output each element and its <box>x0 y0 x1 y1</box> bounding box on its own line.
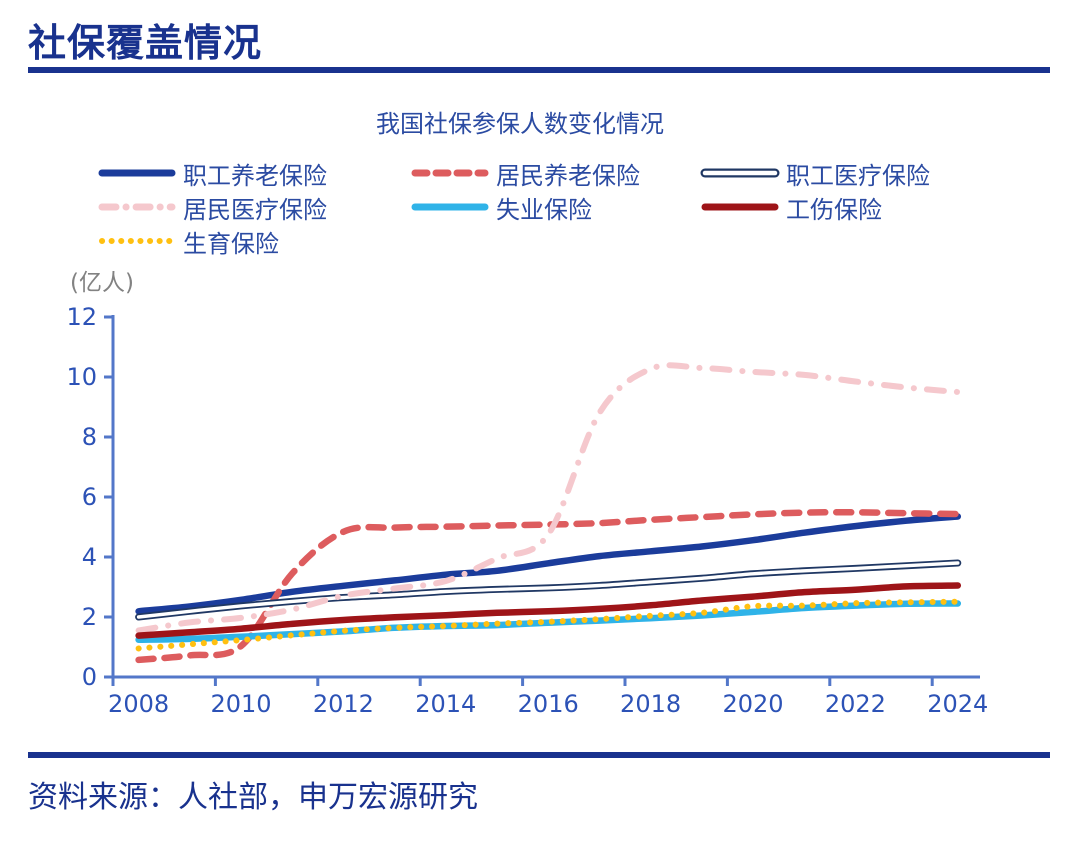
legend-item-2: 职工医疗保险 <box>700 156 997 191</box>
x-tick-label: 2022 <box>825 690 886 718</box>
y-tick-label: 4 <box>82 543 97 571</box>
legend-label-2: 职工医疗保险 <box>786 161 930 190</box>
legend-swatch-icon-0 <box>98 169 176 177</box>
y-tick-label: 12 <box>66 303 97 331</box>
x-tick-label: 2018 <box>620 690 681 718</box>
legend-label-3: 居民医疗保险 <box>183 195 327 224</box>
series-line-2-core <box>136 561 960 619</box>
legend-label-1: 居民养老保险 <box>496 161 640 190</box>
y-tick-label: 10 <box>66 363 97 391</box>
legend-label-5: 工伤保险 <box>786 195 882 224</box>
line-chart: 0 2 4 6 8 10 12 2008 2010 2012 2014 2016 2018 2020 202… <box>66 303 988 718</box>
chart-legend: 职工养老保险 居民养老保险 职工医疗保险居民医疗保险 失业保险 工伤保险生育保险 <box>97 156 997 258</box>
legend-swatch-icon-6 <box>99 238 175 244</box>
title-divider <box>28 67 1050 73</box>
legend-swatch-icon-5 <box>701 203 779 211</box>
series-line-5 <box>135 582 962 639</box>
legend-item-0: 职工养老保险 <box>97 156 410 191</box>
x-tick-label: 2012 <box>313 690 374 718</box>
x-tick-label: 2014 <box>415 690 476 718</box>
y-tick-label: 2 <box>82 603 97 631</box>
series-line-6 <box>135 598 961 652</box>
y-axis-unit-label: (亿人) <box>70 270 134 296</box>
legend-item-6: 生育保险 <box>97 224 410 259</box>
legend-item-1: 居民养老保险 <box>410 156 700 191</box>
x-tick-label: 2008 <box>108 690 169 718</box>
x-tick-label: 2024 <box>927 690 988 718</box>
y-tick-label: 8 <box>82 423 97 451</box>
y-tick-label: 6 <box>82 483 97 511</box>
footer-divider <box>28 752 1050 758</box>
source-note: 资料来源：人社部，申万宏源研究 <box>28 780 478 815</box>
legend-swatch-icon-2 <box>700 168 780 178</box>
legend-swatch-icon-4 <box>411 203 489 211</box>
legend-item-5: 工伤保险 <box>700 190 997 225</box>
series-line-3 <box>135 362 961 634</box>
y-tick-label: 0 <box>82 663 97 691</box>
legend-item-4: 失业保险 <box>410 190 700 225</box>
page-title: 社保覆盖情况 <box>28 21 263 65</box>
legend-swatch-icon-3 <box>98 203 176 211</box>
x-tick-label: 2020 <box>722 690 783 718</box>
legend-item-3: 居民医疗保险 <box>97 190 410 225</box>
legend-label-4: 失业保险 <box>496 195 592 224</box>
legend-label-6: 生育保险 <box>183 229 279 258</box>
x-tick-label: 2010 <box>210 690 271 718</box>
legend-swatch-icon-1 <box>411 169 489 177</box>
chart-title: 我国社保参保人数变化情况 <box>376 110 664 138</box>
legend-label-0: 职工养老保险 <box>183 161 327 190</box>
x-tick-label: 2016 <box>518 690 579 718</box>
